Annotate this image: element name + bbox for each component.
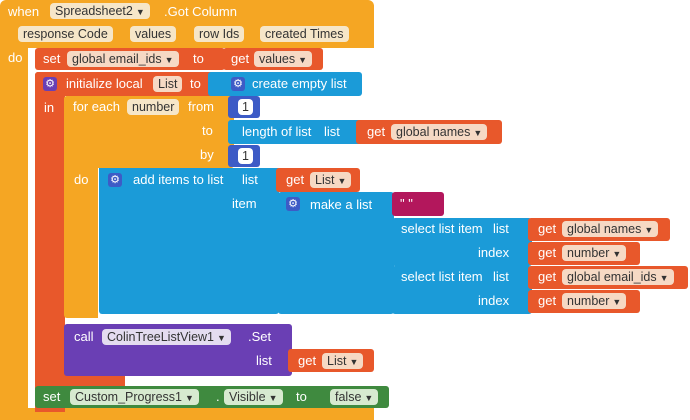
chevron-down-icon: ▼ — [164, 55, 174, 65]
add-items-list-label: list — [242, 172, 258, 187]
chevron-down-icon: ▼ — [349, 357, 359, 367]
call-list-label: list — [256, 353, 272, 368]
chevron-down-icon: ▼ — [612, 249, 622, 259]
add-items-block[interactable] — [99, 168, 279, 314]
chevron-down-icon: ▼ — [612, 297, 622, 307]
length-of-list-block[interactable] — [228, 120, 364, 144]
create-empty-list-label: create empty list — [252, 76, 347, 91]
when-label: when — [8, 4, 40, 19]
call-label: call — [74, 329, 94, 344]
global-var-dropdown[interactable]: global email_ids ▼ — [67, 51, 179, 67]
set-label: set — [43, 389, 61, 404]
list-var-dropdown[interactable]: List ▼ — [322, 353, 364, 369]
to-label: to — [202, 123, 213, 138]
chevron-down-icon: ▼ — [298, 55, 308, 65]
list-socket-label: list — [324, 124, 340, 139]
chevron-down-icon: ▼ — [268, 393, 278, 403]
init-local-header — [35, 72, 215, 96]
get-label: get — [367, 124, 386, 139]
select-list-item-label: select list item — [401, 269, 483, 284]
text-string-value[interactable]: " " — [400, 196, 413, 211]
global-names-dropdown[interactable]: global names ▼ — [391, 124, 488, 140]
mutator-gear-icon[interactable]: ⚙ — [231, 77, 245, 91]
length-of-list-label: length of list — [242, 124, 312, 139]
event-block-bottom — [28, 408, 374, 420]
for-do-label: do — [74, 172, 89, 187]
event-name: .Got Column — [164, 4, 237, 19]
add-items-item-label: item — [232, 196, 257, 211]
property-dropdown[interactable]: Visible ▼ — [224, 389, 283, 405]
get-label: get — [538, 269, 557, 284]
select-list-label: list — [493, 221, 509, 236]
number-var-dropdown[interactable]: number ▼ — [562, 245, 627, 261]
in-label: in — [44, 100, 55, 115]
text-string-block[interactable] — [392, 192, 444, 216]
param-values[interactable]: values — [130, 26, 177, 42]
select-list-item-block-1[interactable] — [392, 218, 532, 266]
get-label: get — [231, 51, 250, 66]
get-label: get — [538, 245, 557, 260]
init-local-block[interactable] — [35, 72, 65, 412]
make-a-list-block[interactable] — [278, 192, 394, 314]
make-a-list-label: make a list — [310, 197, 373, 212]
param-response-code[interactable]: response Code — [18, 26, 113, 42]
call-method: .Set — [248, 329, 272, 344]
get-label: get — [538, 221, 557, 236]
list-var-dropdown[interactable]: List ▼ — [310, 172, 352, 188]
boolean-dropdown[interactable]: false ▼ — [330, 389, 379, 405]
select-index-label: index — [478, 293, 510, 308]
global-names-dropdown[interactable]: global names ▼ — [562, 221, 659, 237]
event-do-label: do — [8, 50, 23, 65]
select-list-item-label: select list item — [401, 221, 483, 236]
init-to-label: to — [190, 76, 201, 91]
chevron-down-icon: ▼ — [185, 393, 194, 403]
number-by-value[interactable]: 1 — [238, 148, 253, 164]
init-local-label: initialize local — [66, 76, 143, 91]
chevron-down-icon: ▼ — [337, 176, 347, 186]
add-items-label: add items to list — [133, 172, 224, 187]
mutator-gear-icon[interactable]: ⚙ — [43, 77, 57, 91]
loop-var-name[interactable]: number — [127, 99, 180, 115]
global-email-dropdown[interactable]: global email_ids ▼ — [562, 269, 674, 285]
values-var-dropdown[interactable]: values ▼ — [254, 51, 313, 67]
get-label: get — [298, 353, 317, 368]
get-label: get — [286, 172, 305, 187]
chevron-down-icon: ▼ — [135, 7, 145, 17]
chevron-down-icon: ▼ — [473, 128, 483, 138]
component-dropdown[interactable]: Spreadsheet2 ▼ — [50, 3, 150, 19]
to-label: to — [296, 389, 307, 404]
select-list-item-block-2[interactable] — [392, 266, 532, 314]
dot-label: . — [216, 389, 220, 404]
mutator-gear-icon[interactable]: ⚙ — [108, 173, 122, 187]
mutator-gear-icon[interactable]: ⚙ — [286, 197, 300, 211]
number-var-dropdown[interactable]: number ▼ — [562, 293, 627, 309]
from-label: from — [188, 99, 214, 114]
to-label: to — [193, 51, 204, 66]
number-from-value[interactable]: 1 — [238, 99, 253, 115]
init-local-footer — [35, 374, 125, 386]
progress-component-dropdown[interactable]: Custom_Progress1 ▼ — [70, 389, 199, 405]
set-label: set — [43, 51, 61, 66]
select-index-label: index — [478, 245, 510, 260]
listview-component-dropdown[interactable]: ColinTreeListView1 ▼ — [102, 329, 231, 345]
local-var-name[interactable]: List — [153, 76, 183, 92]
for-each-label: for each — [73, 99, 120, 114]
chevron-down-icon: ▼ — [659, 273, 669, 283]
chevron-down-icon: ▼ — [644, 225, 654, 235]
chevron-down-icon: ▼ — [364, 393, 374, 403]
by-label: by — [200, 147, 214, 162]
chevron-down-icon: ▼ — [217, 333, 226, 343]
select-list-label: list — [493, 269, 509, 284]
param-created-times[interactable]: created Times — [260, 26, 349, 42]
param-row-ids[interactable]: row Ids — [194, 26, 245, 42]
get-label: get — [538, 293, 557, 308]
add-items-header — [99, 168, 279, 192]
